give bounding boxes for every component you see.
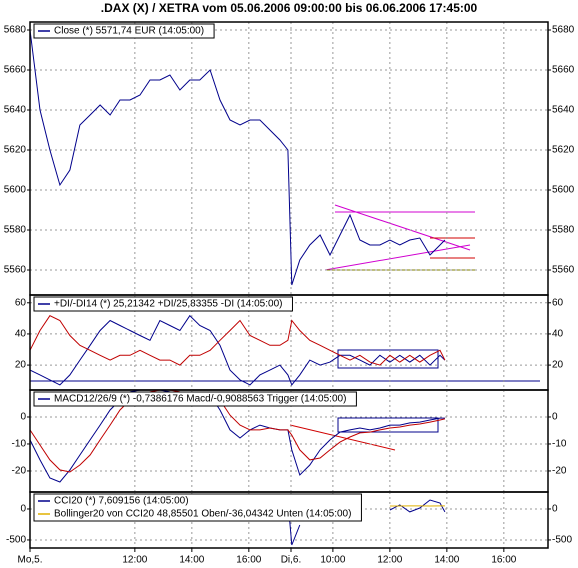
trend-line xyxy=(324,244,471,271)
legend: Close (*) 5571,74 EUR (14:05:00) xyxy=(38,26,204,37)
series-line xyxy=(30,315,446,366)
y2-tick-label: -500 xyxy=(552,535,572,546)
trend-line xyxy=(289,424,396,451)
y-tick-label: -20 xyxy=(12,466,27,477)
series-group xyxy=(30,390,446,483)
x-tick-label: 12:00 xyxy=(377,555,402,566)
y2-tick-label: 40 xyxy=(552,329,564,340)
series-line xyxy=(30,29,446,286)
y2-tick-label: 5660 xyxy=(552,65,575,76)
y-tick-label: 5620 xyxy=(4,145,27,156)
x-tick-label: 14:00 xyxy=(179,555,204,566)
y2-tick-label: -20 xyxy=(552,466,567,477)
y-tick-label: 5580 xyxy=(4,225,27,236)
legend: +DI/-DI14 (*) 25,21342 +DI/25,83355 -DI … xyxy=(38,299,282,310)
series-line xyxy=(30,314,446,386)
legend-box xyxy=(33,493,362,522)
legend: CCI20 (*) 7,609156 (14:05:00) Bollinger20… xyxy=(38,496,351,520)
y-tick-label: -500 xyxy=(6,535,26,546)
series-line xyxy=(30,390,445,483)
x-tick-label: 14:00 xyxy=(434,555,459,566)
y-tick-label: 0 xyxy=(20,504,26,515)
y-tick-label: 5640 xyxy=(4,105,27,116)
y-tick-label: 40 xyxy=(15,329,27,340)
series-line xyxy=(30,390,446,473)
y2-tick-label: -10 xyxy=(552,439,567,450)
y-tick-label: 5600 xyxy=(4,185,27,196)
y-tick-label: 5560 xyxy=(4,265,27,276)
series-group xyxy=(30,29,446,286)
chart-title: .DAX (X) / XETRA vom 05.06.2006 09:00:00… xyxy=(101,1,478,15)
x-tick-label: 10:00 xyxy=(320,555,345,566)
x-tick-label: Di,6. xyxy=(281,555,302,566)
legend-label: Close (*) 5571,74 EUR (14:05:00) xyxy=(54,26,204,37)
legend-label: +DI/-DI14 (*) 25,21342 +DI/25,83355 -DI … xyxy=(54,299,282,310)
y-tick-label: 5660 xyxy=(4,65,27,76)
panel-frame xyxy=(29,491,549,549)
legend-box xyxy=(33,296,293,312)
y-tick-label: 60 xyxy=(15,297,27,308)
marker-box xyxy=(337,349,439,369)
legend-box xyxy=(33,391,357,407)
y-tick-label: -10 xyxy=(12,439,27,450)
y2-tick-label: 60 xyxy=(552,297,564,308)
x-tick-label: 12:00 xyxy=(122,555,147,566)
marker-box xyxy=(337,417,439,433)
y2-tick-label: 5600 xyxy=(552,185,575,196)
y-tick-label: 20 xyxy=(15,360,27,371)
x-tick-label: Mo,5. xyxy=(17,555,42,566)
legend: MACD12/26/9 (*) -0,7386176 Macd/-0,90885… xyxy=(38,394,346,405)
legend-label: MACD12/26/9 (*) -0,7386176 Macd/-0,90885… xyxy=(54,394,346,405)
y2-tick-label: 5680 xyxy=(552,25,575,36)
y2-tick-label: 0 xyxy=(552,412,558,423)
legend-label: CCI20 (*) 7,609156 (14:05:00) xyxy=(54,496,189,507)
series-group xyxy=(30,314,446,386)
y2-tick-label: 5580 xyxy=(552,225,575,236)
x-tick-label: 16:00 xyxy=(491,555,516,566)
y2-tick-label: 5640 xyxy=(552,105,575,116)
legend-box xyxy=(33,23,215,39)
y-tick-label: 5680 xyxy=(4,25,27,36)
y2-tick-label: 5620 xyxy=(552,145,575,156)
y2-tick-label: 5560 xyxy=(552,265,575,276)
y2-tick-label: 0 xyxy=(552,504,558,515)
y2-tick-label: 20 xyxy=(552,360,564,371)
legend-label: Bollinger20 von CCI20 48,85501 Oben/-36,… xyxy=(54,509,351,520)
x-tick-label: 16:00 xyxy=(236,555,261,566)
y-tick-label: 0 xyxy=(20,412,26,423)
